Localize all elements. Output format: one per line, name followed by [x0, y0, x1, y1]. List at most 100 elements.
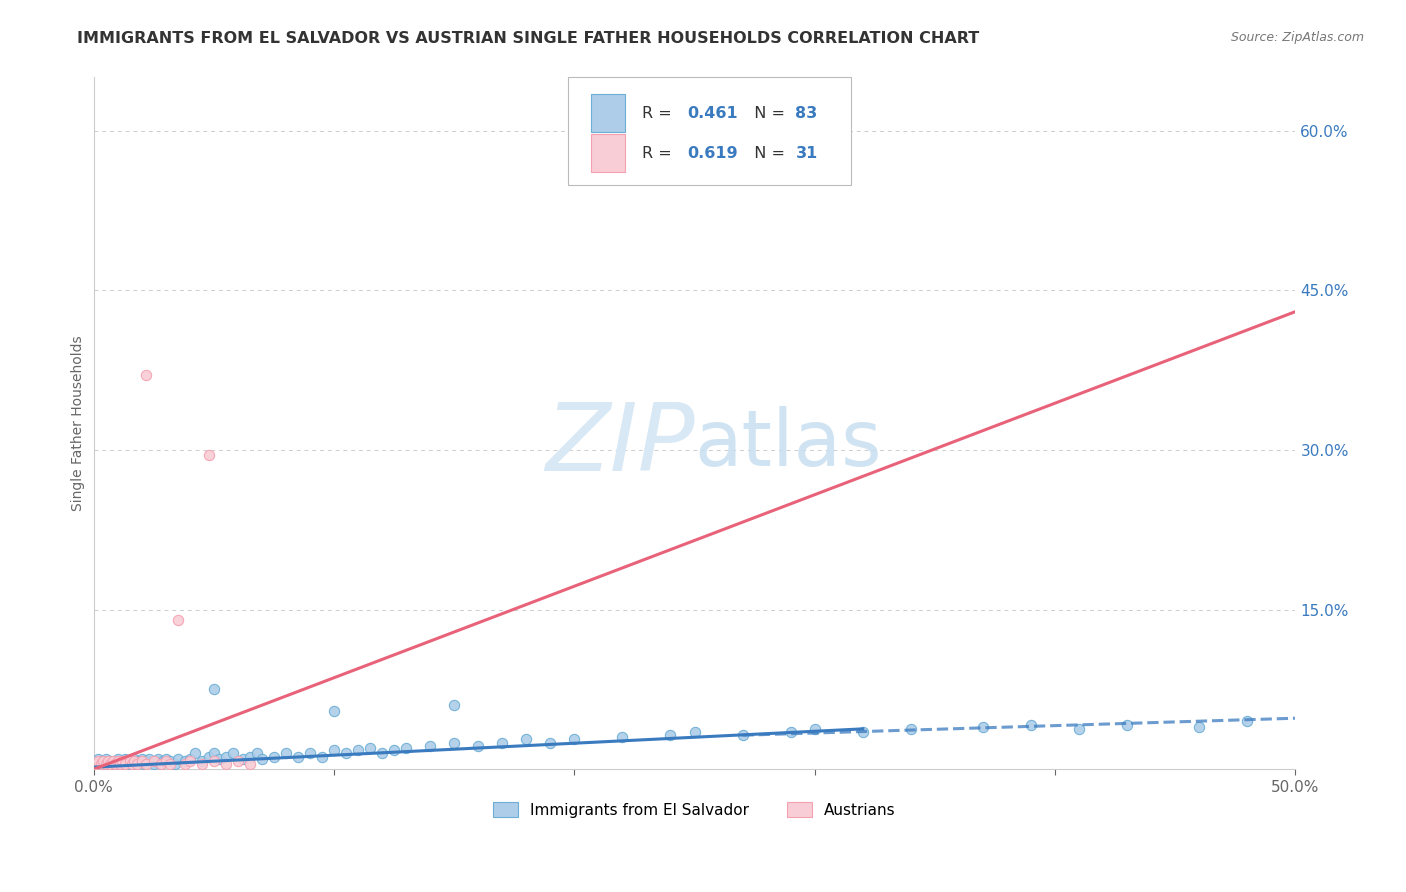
Point [148, 752, 170, 766]
Point [90, 756, 112, 771]
Point [215, 756, 238, 771]
Point [94, 756, 117, 771]
Point [174, 754, 197, 768]
Point [121, 756, 143, 771]
Point [97, 754, 120, 768]
Point [166, 752, 188, 766]
Point [183, 747, 205, 761]
Point [152, 754, 174, 768]
Legend: Immigrants from El Salvador, Austrians: Immigrants from El Salvador, Austrians [488, 796, 901, 824]
Point [515, 732, 537, 747]
Point [166, 613, 188, 627]
Point [135, 754, 157, 768]
Point [779, 725, 801, 739]
Point [202, 747, 225, 761]
Point [538, 736, 561, 750]
Point [111, 754, 134, 768]
Point [612, 731, 634, 745]
Point [118, 754, 141, 768]
Point [239, 749, 262, 764]
Point [1188, 720, 1211, 734]
Point [274, 747, 297, 761]
Point [101, 756, 124, 771]
Point [335, 747, 357, 761]
Point [124, 752, 146, 766]
Point [395, 741, 418, 756]
Point [1019, 717, 1042, 731]
Point [107, 754, 129, 768]
Point [371, 747, 394, 761]
Point [190, 756, 212, 771]
Point [94, 756, 117, 771]
Point [1069, 722, 1091, 736]
Point [1116, 717, 1139, 731]
Text: IMMIGRANTS FROM EL SALVADOR VS AUSTRIAN SINGLE FATHER HOUSEHOLDS CORRELATION CHA: IMMIGRANTS FROM EL SALVADOR VS AUSTRIAN … [77, 31, 980, 46]
Point [250, 752, 273, 766]
Text: 0.619: 0.619 [688, 145, 738, 161]
Point [803, 722, 825, 736]
Point [562, 732, 585, 747]
Text: Source: ZipAtlas.com: Source: ZipAtlas.com [1230, 31, 1364, 45]
Point [731, 728, 754, 742]
Point [118, 754, 141, 768]
Point [659, 728, 682, 742]
Point [202, 754, 225, 768]
Point [347, 743, 370, 757]
Point [198, 749, 221, 764]
Point [1236, 714, 1258, 729]
Point [207, 752, 229, 766]
Point [128, 754, 150, 768]
Point [263, 749, 285, 764]
Point [443, 698, 465, 713]
Y-axis label: Single Father Households: Single Father Households [72, 335, 86, 511]
FancyBboxPatch shape [591, 94, 624, 132]
Point [491, 736, 513, 750]
Point [179, 754, 201, 768]
Point [174, 756, 197, 771]
Point [107, 752, 129, 766]
Point [239, 756, 262, 771]
Point [94, 752, 117, 766]
Point [159, 754, 181, 768]
Point [87, 752, 110, 766]
Point [91, 754, 114, 768]
Point [104, 756, 127, 771]
Point [84, 756, 107, 771]
Text: 0.461: 0.461 [688, 105, 738, 120]
Point [108, 756, 131, 771]
Point [287, 749, 309, 764]
Point [84, 756, 107, 771]
Point [190, 754, 212, 768]
Point [226, 754, 249, 768]
Point [323, 743, 346, 757]
Point [131, 754, 153, 768]
Point [179, 752, 201, 766]
Point [145, 754, 167, 768]
Point [202, 682, 225, 697]
Point [135, 368, 157, 383]
Point [111, 754, 134, 768]
Text: R =: R = [641, 105, 676, 120]
Point [100, 756, 122, 771]
Point [108, 756, 131, 771]
Point [149, 756, 172, 771]
Point [443, 736, 465, 750]
Point [359, 741, 381, 756]
Point [100, 754, 122, 768]
Point [298, 747, 321, 761]
Point [246, 747, 269, 761]
Text: N =: N = [744, 105, 790, 120]
Point [683, 725, 706, 739]
Point [125, 756, 148, 771]
Point [159, 756, 181, 771]
FancyBboxPatch shape [568, 78, 851, 185]
Point [87, 754, 110, 768]
Point [101, 754, 124, 768]
Point [104, 754, 127, 768]
Point [382, 743, 405, 757]
Point [124, 754, 146, 768]
Point [131, 752, 153, 766]
Point [323, 704, 346, 718]
Point [900, 722, 922, 736]
Point [419, 739, 441, 753]
